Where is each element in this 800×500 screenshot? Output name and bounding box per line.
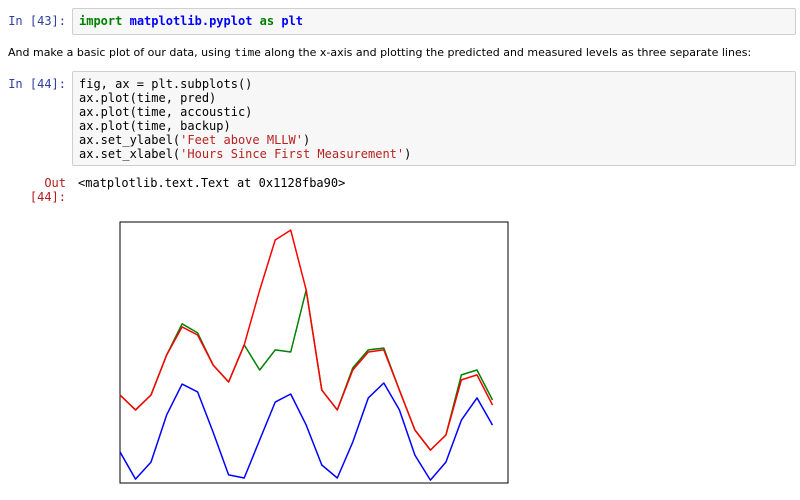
code-cell[interactable]: fig, ax = plt.subplots() ax.plot(time, p… [72,71,796,166]
string: 'Hours Since First Measurement' [180,147,405,161]
code: ) [404,147,412,161]
code-cell[interactable]: import matplotlib.pyplot as plt [72,8,796,35]
string: 'Feet above MLLW' [180,133,303,147]
text: along the x-axis and plotting the predic… [260,46,752,59]
output-prompt: Out [44,176,66,190]
module: plt [281,14,304,28]
code-line: ax.plot(time, pred) [79,91,217,105]
code: ax.set_xlabel( [79,147,181,161]
output-prompt: [44]: [29,190,66,204]
keyword: as [259,14,275,28]
series-line [119,229,494,451]
code: ax.set_ylabel( [79,133,181,147]
text: And make a basic plot of our data, using [8,46,235,59]
plot-frame [119,221,509,484]
keyword: import [79,14,123,28]
input-prompt: In [44]: [8,77,66,91]
series-line [119,382,494,481]
inline-code: time [234,46,261,59]
input-prompt: In [43]: [8,14,66,28]
code-line: fig, ax = plt.subplots() [79,77,253,91]
module: matplotlib.pyplot [129,14,253,28]
output-text: <matplotlib.text.Text at 0x1128fba90> [78,176,346,190]
code-line: ax.plot(time, accoustic) [79,105,253,119]
code-line: ax.plot(time, backup) [79,119,231,133]
code: ) [302,133,311,147]
markdown-cell: And make a basic plot of our data, using… [8,46,751,59]
